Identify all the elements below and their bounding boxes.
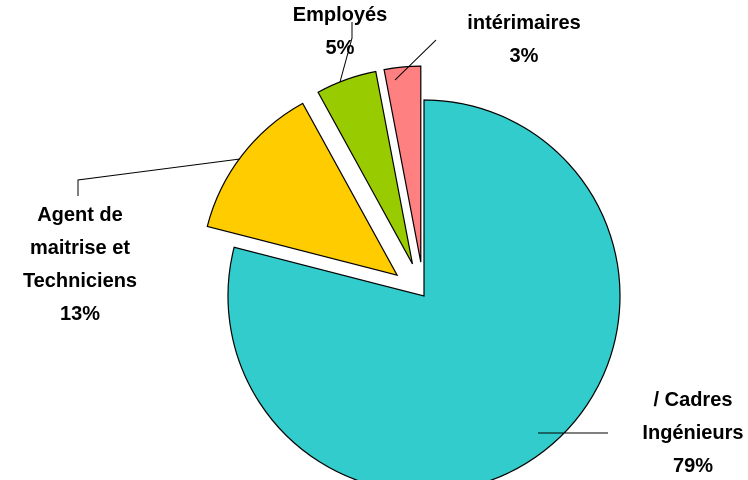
slice-label-cadres-ingenieurs: / Cadres Ingénieurs 79% — [642, 389, 743, 477]
slice-label-employes: Employés 5% — [293, 4, 387, 59]
pie-slice-interimaires — [383, 65, 422, 263]
pie-slice-cadres-ingenieurs — [227, 99, 621, 480]
slice-labels: / Cadres Ingénieurs 79% Agent de maitrise et… — [23, 4, 744, 477]
leader-lines — [77, 22, 608, 434]
slice-label-agent-de-maitrise-et-techniciens: Agent de maitrise et Techniciens 13% — [23, 204, 137, 325]
pie-slice-agent-de-maitrise-et-techniciens — [206, 102, 399, 277]
leader-line-employes — [339, 22, 353, 83]
slice-label-interimaires: intérimaires 3% — [467, 12, 580, 67]
pie-slices — [206, 65, 621, 480]
leader-line-agent-de-maitrise-et-techniciens — [77, 158, 241, 196]
leader-line-interimaires — [394, 39, 437, 81]
pie-slice-employes — [317, 70, 414, 265]
